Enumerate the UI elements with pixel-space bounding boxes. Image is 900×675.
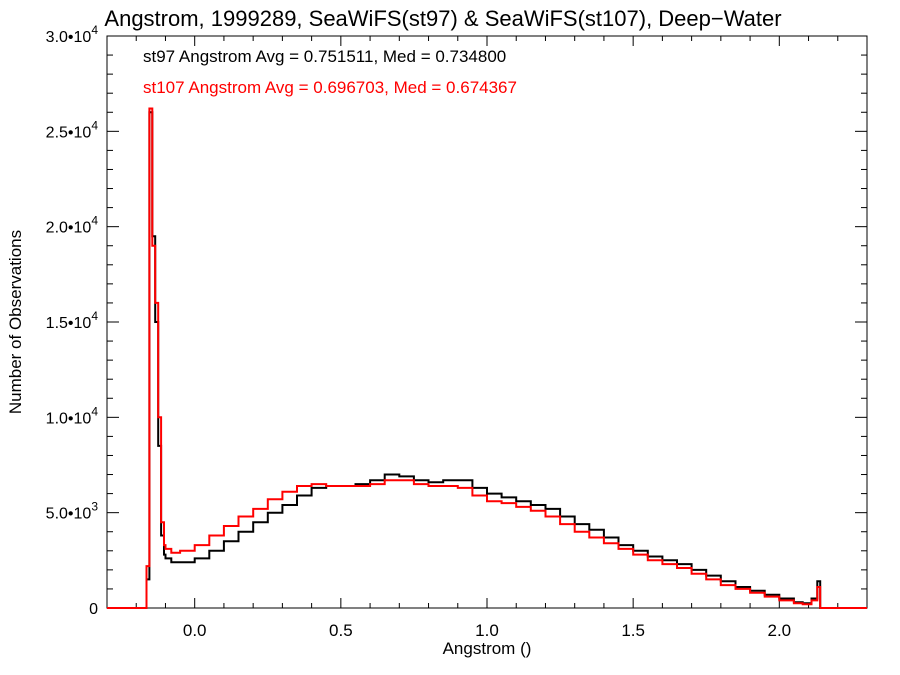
y-tick-label: 5.0•103 (46, 500, 99, 523)
y-tick-mantissa: 1.5•10 (46, 315, 92, 332)
y-tick-mantissa: 5.0•10 (46, 506, 92, 523)
y-tick-exponent: 4 (91, 214, 98, 228)
x-tick-label: 1.5 (621, 621, 645, 640)
series-line-st97 (107, 111, 867, 609)
annotation-st97: st97 Angstrom Avg = 0.751511, Med = 0.73… (143, 47, 506, 66)
y-tick-exponent: 4 (91, 23, 98, 37)
chart-title: Angstrom, 1999289, SeaWiFS(st97) & SeaWi… (104, 6, 781, 31)
y-tick-label: 1.5•104 (46, 309, 99, 332)
y-tick-mantissa: 0 (89, 601, 98, 618)
y-tick-label: 0 (89, 601, 98, 618)
y-tick-mantissa: 2.5•10 (46, 124, 92, 141)
y-axis-label: Number of Observations (6, 230, 25, 414)
y-tick-label: 2.5•104 (46, 118, 99, 141)
x-axis: 0.0 0.5 1.0 1.5 2.0 (135, 36, 839, 640)
x-tick-label: 1.0 (475, 621, 499, 640)
x-tick-label: 2.0 (767, 621, 791, 640)
y-axis: 05.0•1031.0•1041.5•1042.0•1042.5•1043.0•… (46, 23, 867, 618)
y-tick-exponent: 3 (91, 500, 98, 514)
plot-frame (106, 35, 868, 609)
y-tick-mantissa: 1.0•10 (46, 410, 92, 427)
x-tick-label: 0.0 (183, 621, 207, 640)
y-tick-exponent: 4 (91, 404, 98, 418)
annotation-st107: st107 Angstrom Avg = 0.696703, Med = 0.6… (143, 78, 517, 97)
y-tick-label: 1.0•104 (46, 404, 99, 427)
y-tick-exponent: 4 (91, 309, 98, 323)
x-tick-label: 0.5 (329, 621, 353, 640)
series-layer (107, 107, 867, 609)
y-tick-mantissa: 3.0•10 (46, 29, 92, 46)
series-line-st107 (107, 107, 867, 609)
y-tick-label: 2.0•104 (46, 214, 99, 237)
y-tick-label: 3.0•104 (46, 23, 99, 46)
x-axis-label: Angstrom () (443, 639, 532, 658)
y-tick-exponent: 4 (91, 118, 98, 132)
y-tick-mantissa: 2.0•10 (46, 220, 92, 237)
